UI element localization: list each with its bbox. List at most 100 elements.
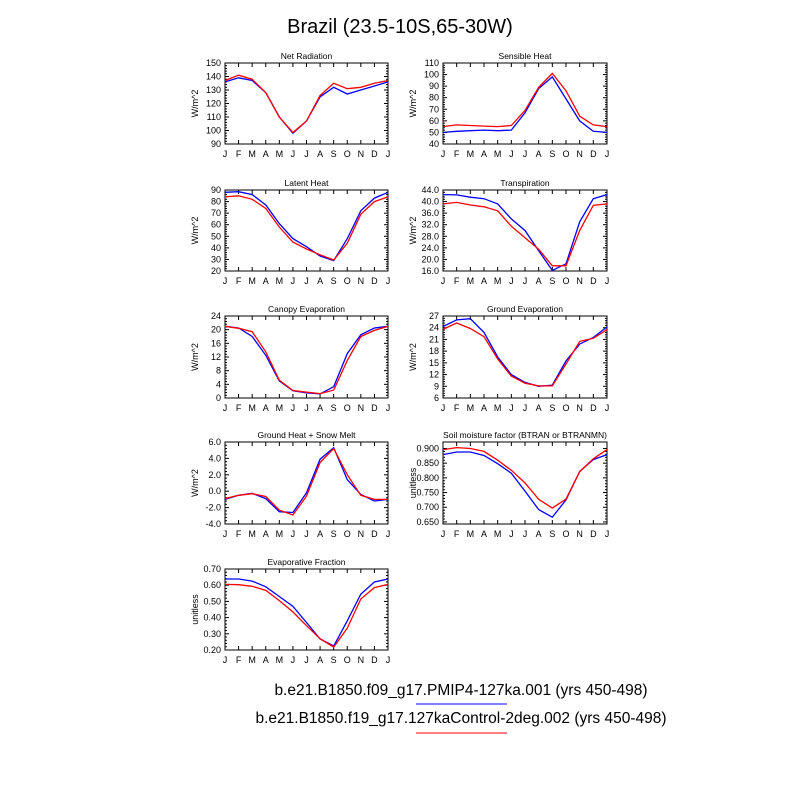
x-tick-label: F bbox=[454, 403, 460, 413]
y-tick-label: 24 bbox=[211, 311, 221, 321]
y-tick-label: 20.0 bbox=[421, 254, 439, 264]
panel-soil-moisture-factor-btran-or-btranmn-: Soil moisture factor (BTRAN or BTRANMN) u… bbox=[408, 430, 609, 539]
x-tick-label: O bbox=[562, 276, 569, 286]
y-tick-label: 90 bbox=[211, 139, 221, 149]
x-tick-label: J bbox=[304, 655, 309, 665]
x-tick-label: S bbox=[331, 149, 337, 159]
y-axis-label: unitless bbox=[408, 467, 418, 498]
x-tick-label: D bbox=[371, 529, 378, 539]
plot-frame bbox=[224, 315, 389, 399]
x-tick-label: J bbox=[605, 149, 610, 159]
series-line-pmip4-127ka bbox=[224, 446, 389, 514]
y-tick-label: 150 bbox=[206, 58, 221, 68]
x-tick-label: N bbox=[576, 529, 583, 539]
y-axis-label: unitless bbox=[190, 594, 200, 625]
y-tick-label: 24.0 bbox=[421, 243, 439, 253]
x-tick-label: J bbox=[304, 529, 309, 539]
x-tick-label: N bbox=[358, 529, 365, 539]
y-tick-label: 0.30 bbox=[203, 629, 221, 639]
y-axis-label: W/m^2 bbox=[190, 90, 200, 118]
y-tick-label: 44.0 bbox=[421, 185, 439, 195]
x-tick-label: S bbox=[549, 276, 555, 286]
panel-title: Net Radiation bbox=[281, 51, 333, 61]
x-tick-label: F bbox=[236, 529, 242, 539]
x-tick-label: D bbox=[371, 403, 378, 413]
legend: b.e21.B1850.f09_g17.PMIP4-127ka.001 (yrs… bbox=[255, 682, 667, 734]
x-tick-label: J bbox=[223, 529, 228, 539]
y-tick-label: 80 bbox=[429, 93, 439, 103]
x-tick-label: S bbox=[331, 655, 337, 665]
y-tick-label: 16 bbox=[211, 338, 221, 348]
x-tick-label: M bbox=[248, 655, 256, 665]
y-tick-label: 90 bbox=[211, 185, 221, 195]
x-tick-label: M bbox=[248, 149, 256, 159]
x-tick-label: D bbox=[590, 276, 597, 286]
series-line-127ka-control bbox=[442, 201, 608, 267]
y-tick-label: 0.40 bbox=[203, 613, 221, 623]
y-tick-label: 100 bbox=[424, 70, 439, 80]
x-tick-label: O bbox=[344, 655, 351, 665]
x-tick-label: J bbox=[386, 276, 391, 286]
y-axis-label: W/m^2 bbox=[190, 469, 200, 497]
x-tick-label: J bbox=[291, 655, 296, 665]
y-tick-label: 0 bbox=[216, 393, 221, 403]
x-tick-label: A bbox=[263, 529, 269, 539]
x-tick-label: A bbox=[263, 276, 269, 286]
series-line-127ka-control bbox=[224, 583, 389, 648]
x-tick-label: J bbox=[386, 403, 391, 413]
y-tick-label: 27 bbox=[429, 311, 439, 321]
y-tick-label: 36.0 bbox=[421, 208, 439, 218]
x-tick-label: N bbox=[358, 149, 365, 159]
plot-frame bbox=[224, 441, 389, 525]
series-line-pmip4-127ka bbox=[224, 325, 389, 395]
series-line-127ka-control bbox=[442, 446, 608, 509]
x-tick-label: N bbox=[576, 403, 583, 413]
series-line-pmip4-127ka bbox=[225, 578, 389, 647]
x-tick-label: M bbox=[467, 276, 475, 286]
x-tick-label: A bbox=[536, 149, 542, 159]
x-tick-label: S bbox=[549, 403, 555, 413]
x-tick-label: J bbox=[386, 149, 391, 159]
x-tick-label: J bbox=[441, 149, 446, 159]
x-tick-label: N bbox=[358, 276, 365, 286]
x-tick-label: A bbox=[536, 276, 542, 286]
plot-frame bbox=[224, 189, 389, 272]
y-axis-label: W/m^2 bbox=[190, 343, 200, 371]
series-line-pmip4-127ka bbox=[442, 193, 608, 272]
y-tick-label: 70 bbox=[429, 104, 439, 114]
x-tick-label: A bbox=[536, 529, 542, 539]
y-tick-label: 130 bbox=[206, 85, 221, 95]
y-tick-label: 12 bbox=[211, 352, 221, 362]
x-tick-label: A bbox=[263, 655, 269, 665]
x-tick-label: J bbox=[291, 149, 296, 159]
x-tick-label: N bbox=[358, 655, 365, 665]
y-tick-label: 60 bbox=[429, 116, 439, 126]
figure-title: Brazil (23.5-10S,65-30W) bbox=[287, 16, 513, 38]
x-tick-label: S bbox=[549, 149, 555, 159]
x-tick-label: D bbox=[371, 276, 378, 286]
y-tick-label: -4.0 bbox=[205, 519, 221, 529]
plot-frame bbox=[224, 62, 389, 145]
legend-label-1: b.e21.B1850.f19_g17.127kaControl-2deg.00… bbox=[255, 710, 666, 727]
x-tick-label: J bbox=[523, 149, 528, 159]
x-tick-label: A bbox=[317, 149, 323, 159]
x-tick-label: N bbox=[576, 276, 583, 286]
y-axis-label: W/m^2 bbox=[408, 217, 418, 245]
x-tick-label: M bbox=[276, 276, 284, 286]
x-tick-label: M bbox=[467, 529, 475, 539]
y-tick-label: 9 bbox=[434, 381, 439, 391]
y-tick-label: 0.850 bbox=[416, 458, 439, 468]
x-tick-label: J bbox=[523, 276, 528, 286]
y-tick-label: 100 bbox=[206, 126, 221, 136]
series-line-127ka-control bbox=[224, 195, 389, 261]
x-tick-label: D bbox=[371, 655, 378, 665]
y-tick-label: 20 bbox=[211, 266, 221, 276]
y-tick-label: 32.0 bbox=[421, 220, 439, 230]
x-tick-label: S bbox=[331, 403, 337, 413]
y-tick-label: 18 bbox=[429, 346, 439, 356]
y-tick-label: 0.750 bbox=[416, 488, 439, 498]
y-tick-label: 120 bbox=[206, 99, 221, 109]
